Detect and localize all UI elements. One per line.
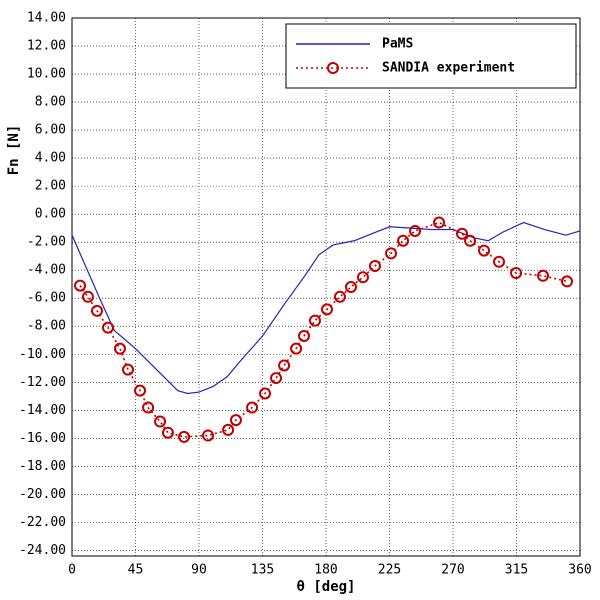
y-tick-label: -6.00 xyxy=(27,291,66,306)
y-tick-label: -8.00 xyxy=(27,319,66,334)
series-marker xyxy=(90,304,103,317)
series-marker xyxy=(202,429,215,442)
series-marker xyxy=(464,234,477,247)
y-tick-label: -20.00 xyxy=(19,487,66,502)
series-marker xyxy=(222,423,235,436)
series-marker xyxy=(259,387,272,400)
series-marker xyxy=(278,359,291,372)
series-marker xyxy=(229,414,242,427)
series-marker xyxy=(113,342,126,355)
y-tick-label: 4.00 xyxy=(35,151,66,166)
y-tick-label: 8.00 xyxy=(35,95,66,110)
series-marker xyxy=(368,259,381,272)
series-marker xyxy=(510,266,523,279)
series-marker xyxy=(101,321,114,334)
series-marker xyxy=(74,279,87,292)
series-marker xyxy=(385,247,398,260)
series-marker xyxy=(344,281,357,293)
series-marker xyxy=(297,330,310,343)
series-marker xyxy=(320,303,333,316)
series-marker xyxy=(456,227,469,240)
y-tick-label: 0.00 xyxy=(35,207,66,222)
series-marker xyxy=(154,415,167,428)
y-tick-label: -12.00 xyxy=(19,375,66,390)
series-line xyxy=(71,221,581,395)
plot-frame xyxy=(71,17,581,557)
y-tick-label: 12.00 xyxy=(27,39,66,54)
legend-label: PaMS xyxy=(382,37,413,52)
series-marker xyxy=(246,401,259,414)
series-marker xyxy=(433,216,446,229)
y-tick-label: -24.00 xyxy=(19,543,66,558)
series-marker xyxy=(134,384,147,397)
x-tick-label: 225 xyxy=(378,563,401,578)
series-marker xyxy=(561,275,574,288)
y-tick-label: 2.00 xyxy=(35,179,66,194)
series-marker xyxy=(397,234,410,247)
x-tick-label: 180 xyxy=(314,563,337,578)
series-marker xyxy=(270,372,283,385)
legend-label: SANDIA experiment xyxy=(382,61,515,76)
y-tick-label: -16.00 xyxy=(19,431,66,446)
x-tick-label: 90 xyxy=(191,563,207,578)
y-tick-label: -14.00 xyxy=(19,403,66,418)
series-marker xyxy=(142,401,155,414)
series-marker xyxy=(81,290,94,303)
x-axis-label: θ [deg] xyxy=(296,579,355,595)
series-marker xyxy=(493,255,506,268)
y-tick-label: -2.00 xyxy=(27,235,66,250)
x-tick-label: 315 xyxy=(505,563,528,578)
series-marker xyxy=(308,314,321,327)
series-marker xyxy=(356,271,369,284)
series-line xyxy=(79,221,568,438)
y-tick-label: -10.00 xyxy=(19,347,66,362)
series-marker xyxy=(537,269,550,282)
y-tick-label: 14.00 xyxy=(27,11,66,26)
x-tick-label: 135 xyxy=(251,563,274,578)
y-tick-label: -18.00 xyxy=(19,459,66,474)
series-marker xyxy=(409,224,422,237)
series-marker xyxy=(290,342,303,355)
y-tick-label: -22.00 xyxy=(19,515,66,530)
legend-box xyxy=(285,23,577,89)
y-tick-label: 10.00 xyxy=(27,67,66,82)
y-tick-label: -4.00 xyxy=(27,263,66,278)
series-marker xyxy=(161,426,174,439)
series-marker xyxy=(333,290,346,303)
legend-marker xyxy=(327,62,339,74)
series-marker xyxy=(178,430,191,443)
x-tick-label: 270 xyxy=(441,563,464,578)
y-axis-label: Fn [N] xyxy=(6,125,22,176)
series-marker xyxy=(122,363,135,376)
x-tick-label: 45 xyxy=(128,563,144,578)
series-marker xyxy=(478,244,491,257)
y-tick-label: 6.00 xyxy=(35,123,66,138)
plot-area xyxy=(72,18,580,556)
x-tick-label: 0 xyxy=(68,563,76,578)
x-tick-label: 360 xyxy=(568,563,591,578)
